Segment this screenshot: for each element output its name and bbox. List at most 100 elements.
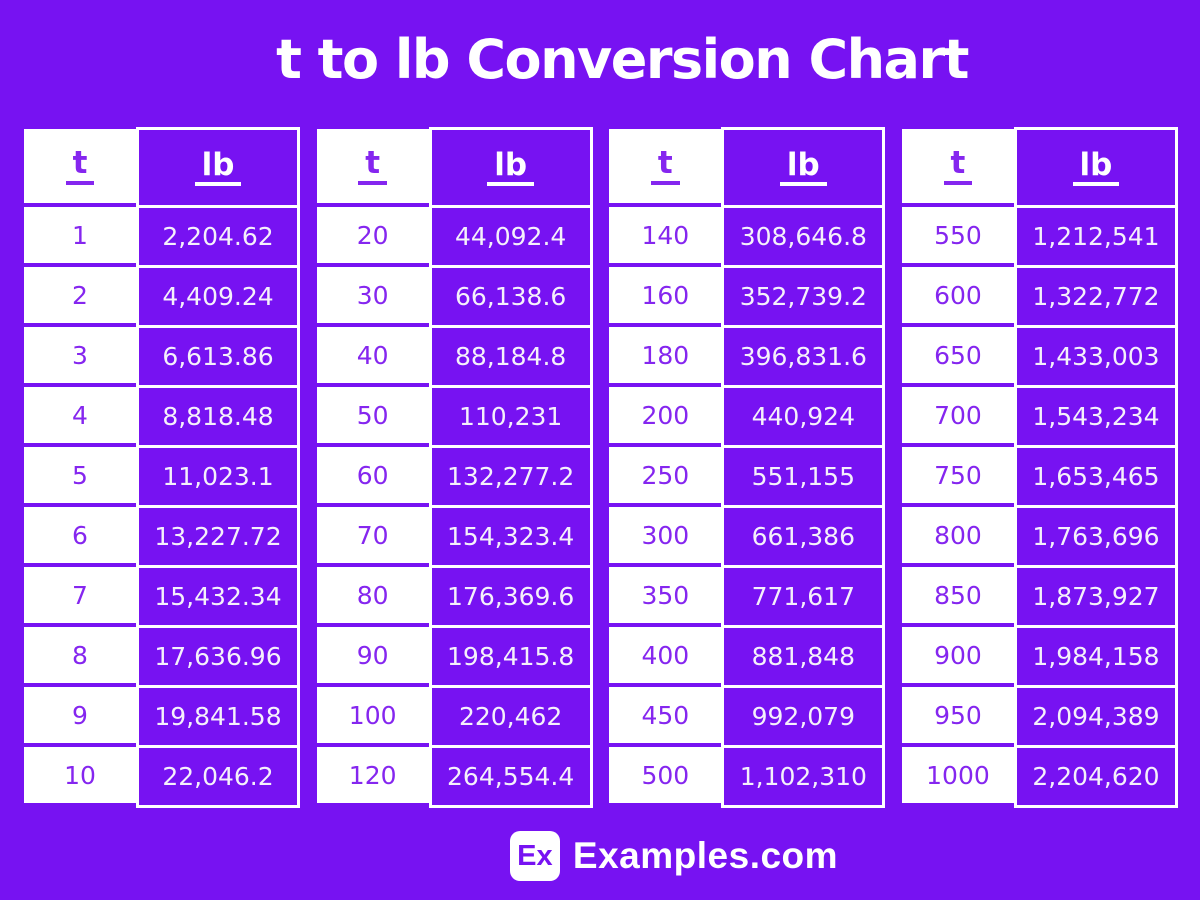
t-value-cell-label: 100: [348, 700, 397, 730]
t-value-cell-label: 1: [72, 220, 88, 250]
t-value-cell: 350: [609, 567, 722, 623]
lb-value-cell-label: 1,653,465: [1032, 462, 1160, 491]
lb-value-cell-label: 1,322,772: [1032, 282, 1160, 311]
t-value-cell: 7: [24, 567, 136, 623]
t-value-cell-label: 500: [641, 760, 690, 790]
conversion-table-group: t 1 2 3 4 5 6 7 8 9 10 lb 2,204.62 4,409.24 6,613.86 8,…: [24, 127, 300, 808]
t-value-cell-label: 50: [356, 400, 389, 430]
t-value-cell: 500: [609, 747, 722, 803]
t-column-header: t: [609, 129, 722, 203]
lb-value-cell: 66,138.6: [431, 268, 590, 328]
lb-value-cell-label: 440,924: [751, 402, 855, 431]
t-value-cell: 180: [609, 327, 722, 383]
t-column: t 550 600 650 700 750 800 850 900 950 1000: [901, 129, 1014, 803]
lb-column-header-label: lb: [194, 149, 242, 187]
t-value-cell: 40: [316, 327, 429, 383]
t-value-cell-label: 950: [934, 700, 982, 730]
t-value-cell-label: 200: [641, 400, 690, 430]
lb-value-cell-label: 1,212,541: [1032, 222, 1160, 251]
lb-value-cell-label: 4,409.24: [162, 282, 274, 311]
lb-value-cell: 4,409.24: [139, 268, 297, 328]
lb-value-cell: 396,831.6: [724, 328, 883, 388]
t-column-header: t: [901, 129, 1014, 203]
t-value-cell: 2: [24, 267, 136, 323]
lb-column-header: lb: [1016, 130, 1175, 208]
t-value-cell: 30: [316, 267, 429, 323]
lb-value-cell-label: 154,323.4: [447, 522, 575, 551]
t-value-cell-label: 250: [641, 460, 690, 490]
lb-value-cell-label: 264,554.4: [447, 762, 575, 791]
t-value-cell-label: 7: [72, 580, 88, 610]
tables-container: t 1 2 3 4 5 6 7 8 9 10 lb 2,204.62 4,409.24 6,613.86 8,…: [24, 127, 1178, 808]
lb-value-cell: 2,094,389: [1016, 688, 1175, 748]
t-value-cell: 20: [316, 207, 429, 263]
t-value-cell: 700: [901, 387, 1014, 443]
t-value-cell-label: 1000: [926, 760, 990, 790]
examples-logo: Ex: [509, 831, 560, 881]
lb-value-cell-label: 13,227.72: [154, 522, 282, 551]
t-column-header-label: t: [650, 147, 680, 185]
lb-value-cell-label: 1,763,696: [1032, 522, 1160, 551]
t-value-cell-label: 40: [356, 340, 389, 370]
lb-value-cell: 264,554.4: [432, 748, 590, 805]
lb-value-cell-label: 1,433,003: [1032, 342, 1160, 371]
t-column-header-label: t: [358, 147, 388, 185]
lb-value-cell-label: 15,432.34: [154, 582, 282, 611]
t-value-cell-label: 160: [641, 280, 690, 310]
lb-value-cell-label: 198,415.8: [447, 642, 575, 671]
footer-site-name: Examples.com: [572, 835, 839, 876]
lb-value-cell: 1,653,465: [1016, 448, 1175, 508]
t-value-cell: 50: [316, 387, 429, 443]
lb-value-cell: 6,613.86: [139, 328, 297, 388]
lb-value-cell-label: 1,984,158: [1032, 642, 1160, 671]
t-value-cell-label: 800: [934, 520, 982, 550]
t-value-cell: 1000: [901, 747, 1014, 803]
lb-value-cell: 1,873,927: [1016, 568, 1175, 628]
t-value-cell: 6: [24, 507, 136, 563]
lb-value-cell: 220,462: [431, 688, 590, 748]
lb-value-cell-label: 2,204.62: [162, 222, 274, 251]
t-value-cell: 160: [609, 267, 722, 323]
t-value-cell-label: 550: [934, 220, 982, 250]
t-value-cell-label: 650: [934, 340, 982, 370]
lb-value-cell-label: 396,831.6: [739, 342, 867, 371]
t-column: t 140 160 180 200 250 300 350 400 450 500: [609, 129, 722, 803]
lb-value-cell-label: 220,462: [458, 702, 563, 731]
lb-value-cell: 1,322,772: [1016, 268, 1175, 328]
footer-brand: Ex Examples.com: [74, 831, 1200, 881]
t-column-header: t: [316, 129, 429, 203]
conversion-table-group: t 20 30 40 50 60 70 80 90 100 120 lb 44,092.4 66,138.…: [316, 127, 593, 808]
t-value-cell-label: 4: [72, 400, 88, 430]
lb-value-cell: 771,617: [724, 568, 883, 628]
lb-value-cell: 22,046.2: [139, 748, 297, 805]
t-value-cell-label: 350: [641, 580, 690, 610]
t-value-cell-label: 80: [356, 580, 389, 610]
lb-value-cell: 308,646.8: [724, 208, 883, 268]
page-title: t to lb Conversion Chart: [276, 28, 969, 91]
t-value-cell-label: 60: [356, 460, 389, 490]
t-value-cell-label: 750: [934, 460, 982, 490]
examples-logo-text: Ex: [517, 839, 553, 872]
lb-column-header: lb: [139, 130, 297, 208]
lb-value-cell: 176,369.6: [431, 568, 590, 628]
lb-value-cell-label: 661,386: [751, 522, 855, 551]
lb-value-cell: 2,204.62: [139, 208, 297, 268]
lb-value-cell-label: 1,873,927: [1032, 582, 1160, 611]
lb-value-cell: 154,323.4: [431, 508, 590, 568]
t-value-cell-label: 2: [72, 280, 88, 310]
t-value-cell: 60: [316, 447, 429, 503]
lb-value-cell: 661,386: [724, 508, 883, 568]
t-value-cell-label: 20: [356, 220, 389, 250]
t-value-cell: 850: [901, 567, 1014, 623]
t-value-cell-label: 850: [934, 580, 982, 610]
t-value-cell: 8: [24, 627, 136, 683]
lb-value-cell: 1,212,541: [1016, 208, 1175, 268]
lb-value-cell-label: 771,617: [751, 582, 855, 611]
lb-value-cell: 13,227.72: [139, 508, 297, 568]
t-value-cell-label: 140: [641, 220, 690, 250]
t-column-header-label: t: [943, 147, 973, 185]
t-value-cell: 10: [24, 747, 136, 803]
lb-column: lb 2,204.62 4,409.24 6,613.86 8,818.48 11,023…: [136, 127, 300, 808]
lb-value-cell-label: 11,023.1: [162, 462, 274, 491]
lb-value-cell: 551,155: [724, 448, 883, 508]
